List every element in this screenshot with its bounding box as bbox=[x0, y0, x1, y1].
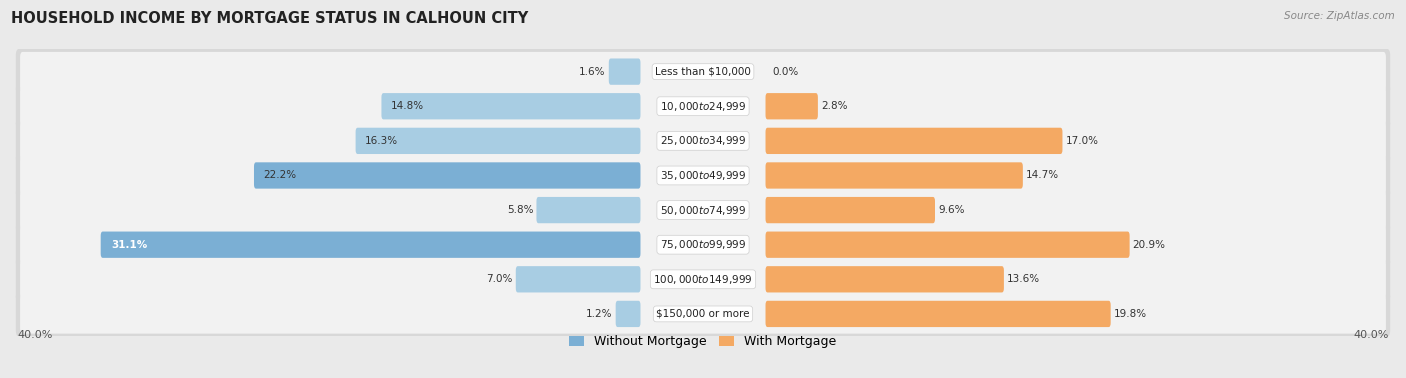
Text: 14.7%: 14.7% bbox=[1026, 170, 1059, 180]
FancyBboxPatch shape bbox=[20, 225, 1386, 265]
Text: 20.9%: 20.9% bbox=[1133, 240, 1166, 250]
FancyBboxPatch shape bbox=[356, 128, 641, 154]
FancyBboxPatch shape bbox=[765, 93, 818, 119]
Text: 13.6%: 13.6% bbox=[1007, 274, 1040, 284]
FancyBboxPatch shape bbox=[765, 197, 935, 223]
Text: 9.6%: 9.6% bbox=[938, 205, 965, 215]
Text: 31.1%: 31.1% bbox=[111, 240, 148, 250]
Text: 40.0%: 40.0% bbox=[17, 330, 53, 340]
FancyBboxPatch shape bbox=[15, 256, 1391, 302]
Text: 16.3%: 16.3% bbox=[364, 136, 398, 146]
FancyBboxPatch shape bbox=[20, 294, 1386, 334]
FancyBboxPatch shape bbox=[765, 266, 1004, 293]
Text: $150,000 or more: $150,000 or more bbox=[657, 309, 749, 319]
Text: 1.6%: 1.6% bbox=[579, 67, 606, 77]
FancyBboxPatch shape bbox=[254, 162, 641, 189]
Text: $25,000 to $34,999: $25,000 to $34,999 bbox=[659, 134, 747, 147]
FancyBboxPatch shape bbox=[15, 291, 1391, 337]
Text: 0.0%: 0.0% bbox=[773, 67, 799, 77]
FancyBboxPatch shape bbox=[516, 266, 641, 293]
FancyBboxPatch shape bbox=[15, 187, 1391, 233]
Text: $75,000 to $99,999: $75,000 to $99,999 bbox=[659, 238, 747, 251]
FancyBboxPatch shape bbox=[15, 222, 1391, 268]
FancyBboxPatch shape bbox=[20, 87, 1386, 126]
Text: $50,000 to $74,999: $50,000 to $74,999 bbox=[659, 204, 747, 217]
Text: 2.8%: 2.8% bbox=[821, 101, 848, 111]
FancyBboxPatch shape bbox=[765, 232, 1129, 258]
Text: Less than $10,000: Less than $10,000 bbox=[655, 67, 751, 77]
FancyBboxPatch shape bbox=[20, 52, 1386, 91]
FancyBboxPatch shape bbox=[15, 49, 1391, 94]
FancyBboxPatch shape bbox=[765, 162, 1022, 189]
Text: $35,000 to $49,999: $35,000 to $49,999 bbox=[659, 169, 747, 182]
FancyBboxPatch shape bbox=[609, 59, 641, 85]
FancyBboxPatch shape bbox=[20, 191, 1386, 230]
Text: $100,000 to $149,999: $100,000 to $149,999 bbox=[654, 273, 752, 286]
Text: 40.0%: 40.0% bbox=[1353, 330, 1389, 340]
Text: 22.2%: 22.2% bbox=[263, 170, 297, 180]
FancyBboxPatch shape bbox=[537, 197, 641, 223]
Text: 19.8%: 19.8% bbox=[1114, 309, 1147, 319]
FancyBboxPatch shape bbox=[765, 301, 1111, 327]
FancyBboxPatch shape bbox=[381, 93, 641, 119]
FancyBboxPatch shape bbox=[20, 156, 1386, 195]
FancyBboxPatch shape bbox=[20, 121, 1386, 161]
Text: $10,000 to $24,999: $10,000 to $24,999 bbox=[659, 100, 747, 113]
FancyBboxPatch shape bbox=[15, 84, 1391, 129]
Text: Source: ZipAtlas.com: Source: ZipAtlas.com bbox=[1284, 11, 1395, 21]
Legend: Without Mortgage, With Mortgage: Without Mortgage, With Mortgage bbox=[564, 330, 842, 353]
FancyBboxPatch shape bbox=[101, 232, 641, 258]
Text: 7.0%: 7.0% bbox=[486, 274, 513, 284]
FancyBboxPatch shape bbox=[765, 128, 1063, 154]
Text: HOUSEHOLD INCOME BY MORTGAGE STATUS IN CALHOUN CITY: HOUSEHOLD INCOME BY MORTGAGE STATUS IN C… bbox=[11, 11, 529, 26]
Text: 5.8%: 5.8% bbox=[506, 205, 533, 215]
Text: 1.2%: 1.2% bbox=[586, 309, 613, 319]
FancyBboxPatch shape bbox=[15, 153, 1391, 198]
FancyBboxPatch shape bbox=[20, 260, 1386, 299]
Text: 17.0%: 17.0% bbox=[1066, 136, 1098, 146]
FancyBboxPatch shape bbox=[616, 301, 641, 327]
FancyBboxPatch shape bbox=[15, 118, 1391, 164]
Text: 14.8%: 14.8% bbox=[391, 101, 423, 111]
